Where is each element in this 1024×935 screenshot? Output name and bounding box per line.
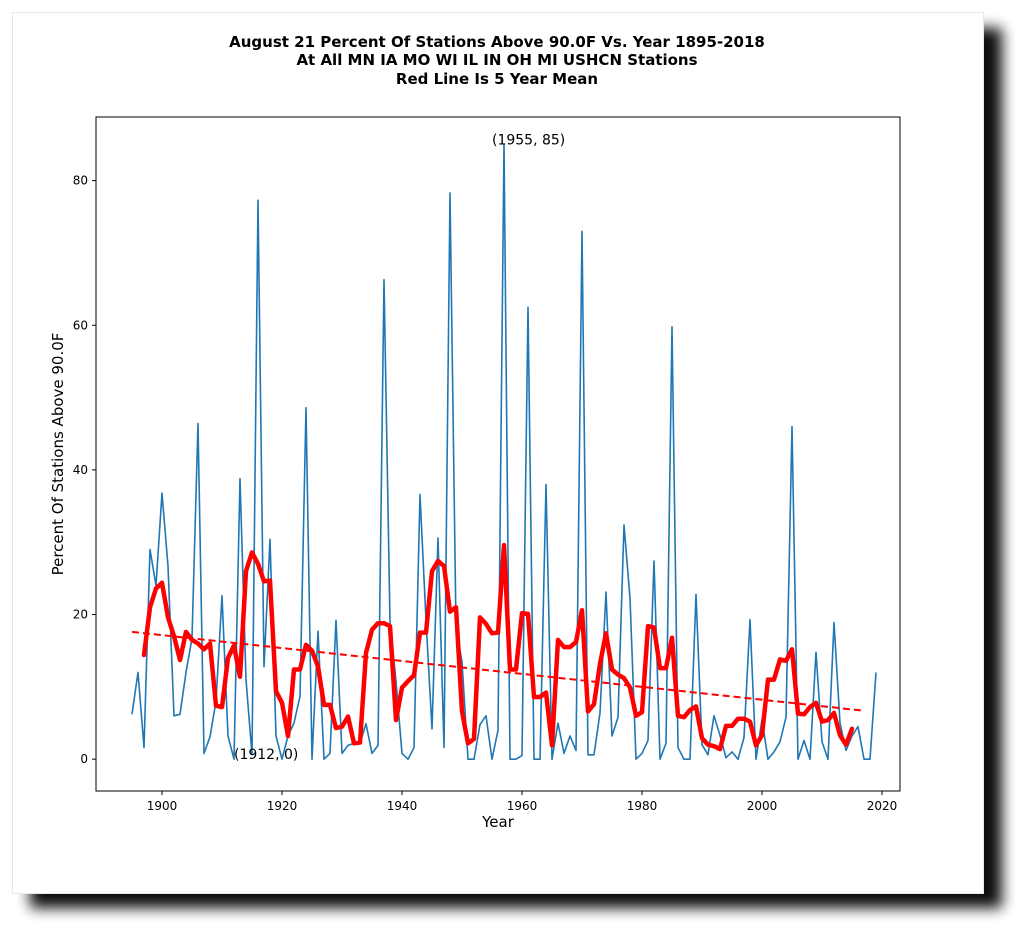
x-axis-label: Year (481, 813, 515, 831)
x-tick-label: 2020 (867, 799, 898, 813)
x-axis-ticks: 1900 1920 1940 1960 1980 2000 2020 (147, 791, 898, 813)
chart: August 21 Percent Of Stations Above 90.0… (49, 33, 901, 831)
point-annotation: (1912, 0) (234, 747, 298, 763)
y-tick-label: 60 (73, 318, 88, 332)
point-annotation: (1955, 85) (492, 132, 565, 148)
y-tick-label: 20 (73, 608, 88, 622)
trend-line (131, 630, 865, 712)
y-axis-ticks: 0 20 40 60 80 (73, 174, 96, 766)
x-tick-label: 1980 (627, 799, 658, 813)
plot-series (131, 143, 877, 760)
axes-frame (95, 116, 901, 792)
figure-frame: August 21 Percent Of Stations Above 90.0… (12, 12, 984, 894)
x-tick-label: 1940 (387, 799, 418, 813)
plot-annotations: (1955, 85) (1912, 0) (234, 132, 565, 763)
chart-title-line-3: Red Line Is 5 Year Mean (396, 70, 598, 88)
y-axis-label: Percent Of Stations Above 90.0F (49, 333, 67, 576)
y-tick-label: 0 (80, 752, 88, 766)
chart-title-line-2: At All MN IA MO WI IL IN OH MI USHCN Sta… (296, 51, 697, 69)
y-tick-label: 40 (73, 463, 88, 477)
x-tick-label: 2000 (747, 799, 778, 813)
series-line-annual (131, 143, 877, 760)
chart-title-line-1: August 21 Percent Of Stations Above 90.0… (229, 33, 765, 51)
x-tick-label: 1920 (267, 799, 298, 813)
x-tick-label: 1900 (147, 799, 178, 813)
chart-title: August 21 Percent Of Stations Above 90.0… (229, 33, 765, 88)
y-tick-label: 80 (73, 174, 88, 188)
series-line-5yr-mean (141, 542, 855, 752)
x-tick-label: 1960 (507, 799, 538, 813)
